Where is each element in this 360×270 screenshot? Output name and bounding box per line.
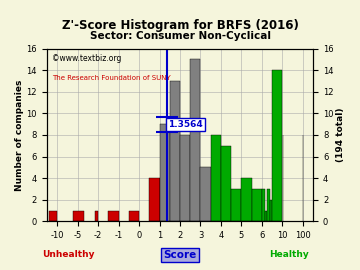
Text: ©www.textbiz.org: ©www.textbiz.org [52, 54, 122, 63]
Y-axis label: (194 total): (194 total) [336, 108, 345, 162]
Bar [221, 146, 231, 221]
Text: Healthy: Healthy [269, 250, 309, 259]
Text: Unhealthy: Unhealthy [42, 250, 94, 259]
Bar [149, 178, 159, 221]
Bar [95, 211, 98, 221]
Bar [170, 81, 180, 221]
Text: The Research Foundation of SUNY: The Research Foundation of SUNY [52, 75, 171, 80]
Bar [265, 211, 267, 221]
Bar [262, 189, 265, 221]
Bar [49, 211, 57, 221]
Bar [201, 167, 211, 221]
Y-axis label: Number of companies: Number of companies [15, 79, 24, 191]
Bar [159, 178, 170, 221]
Bar [211, 135, 221, 221]
Text: Sector: Consumer Non-Cyclical: Sector: Consumer Non-Cyclical [90, 31, 270, 41]
Bar [272, 70, 283, 221]
Bar [180, 135, 190, 221]
Bar [270, 200, 272, 221]
Bar [108, 211, 118, 221]
Bar [159, 124, 170, 221]
Bar [231, 189, 242, 221]
Title: Z'-Score Histogram for BRFS (2016): Z'-Score Histogram for BRFS (2016) [62, 19, 298, 32]
Bar [267, 189, 270, 221]
Bar [242, 178, 252, 221]
Bar [190, 59, 201, 221]
Bar [73, 211, 84, 221]
Text: 1.3564: 1.3564 [168, 120, 203, 129]
Bar [252, 189, 262, 221]
Bar [129, 211, 139, 221]
Text: Score: Score [163, 250, 197, 260]
